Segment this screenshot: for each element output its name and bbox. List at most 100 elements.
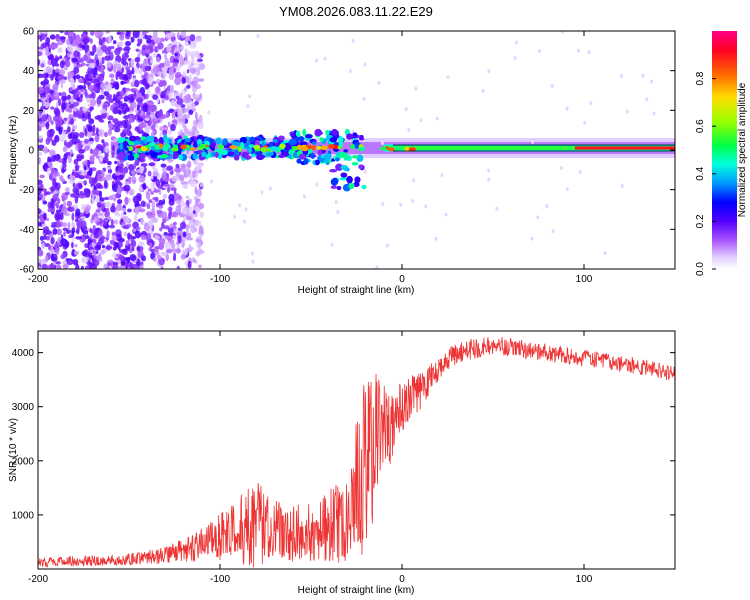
spectrogram-noise-blob — [89, 98, 97, 107]
spectrogram-noise-blob — [113, 69, 117, 74]
spectrogram-noise-blob — [64, 191, 71, 196]
spectrogram-faint-blob — [577, 48, 581, 53]
spectrogram-noise-blob — [58, 69, 66, 76]
spectrogram-ytick-label: 20 — [23, 106, 35, 117]
spectrogram-noise-blob — [183, 60, 191, 65]
spectrogram-noise-blob — [112, 118, 119, 124]
spectrogram-noise-blob — [123, 95, 129, 102]
spectrogram-faint-blob — [251, 259, 255, 264]
spectrogram-noise-blob — [69, 96, 75, 105]
spectrogram-noise-blob — [154, 235, 160, 241]
spectrogram-noise-blob — [104, 201, 112, 208]
spectrogram-noise-blob — [134, 159, 140, 167]
spectrogram-noise-blob — [186, 237, 194, 241]
spectrogram-noise-blob — [180, 254, 186, 260]
spectrogram-noise-blob — [160, 211, 168, 219]
spectrogram-noise-blob — [152, 53, 157, 58]
spectrogram-faint-blob — [565, 106, 569, 111]
spectrogram-noise-blob — [195, 198, 201, 203]
spectrogram-noise-blob — [153, 257, 157, 262]
spectrogram-noise-blob — [176, 31, 180, 41]
spectrogram-noise-blob — [155, 56, 161, 63]
spectrogram-noise-blob — [84, 206, 90, 215]
spectrogram-noise-blob — [73, 50, 80, 58]
spectrogram-noise-blob — [76, 97, 81, 102]
spectrogram-noise-blob — [82, 229, 88, 235]
spectrogram-noise-blob — [75, 74, 81, 80]
spectrogram-cluster-blob — [290, 132, 296, 137]
spectrogram-faint-blob — [531, 139, 535, 144]
spectrogram-noise-blob — [66, 45, 74, 52]
spectrogram-noise-blob — [128, 96, 135, 103]
spectrogram-noise-blob — [67, 94, 71, 100]
spectrogram-noise-blob — [49, 128, 55, 136]
spectrogram-cluster-blob — [298, 153, 307, 160]
spectrogram-noise-blob — [124, 181, 130, 186]
spectrogram-cluster-blob — [346, 133, 354, 140]
spectrogram-noise-blob — [50, 237, 55, 245]
spectrogram-noise-blob — [71, 124, 78, 131]
spectrogram-faint-blob — [650, 79, 654, 84]
spectrogram-cluster-blob — [144, 151, 150, 156]
spectrogram-noise-blob — [113, 219, 119, 225]
spectrogram-noise-blob — [60, 81, 64, 89]
spectrogram-noise-blob — [144, 93, 149, 100]
spectrogram-noise-blob — [79, 106, 83, 112]
spectrogram-noise-blob — [115, 63, 122, 71]
spectrogram-noise-blob — [124, 87, 131, 92]
spectrogram-noise-blob — [93, 250, 97, 260]
spectrogram-noise-blob — [158, 187, 162, 196]
spectrogram-cluster-blob — [261, 141, 266, 147]
colorbar-gradient — [712, 31, 737, 269]
spectrogram-noise-blob — [129, 176, 137, 181]
spectrogram-noise-blob — [102, 142, 106, 150]
spectrogram-noise-blob — [125, 240, 129, 246]
spectrogram-cluster-blob — [351, 161, 359, 166]
spectrogram-noise-blob — [77, 78, 84, 83]
spectrogram-noise-blob — [106, 233, 110, 239]
spectrogram-cluster-blob — [119, 142, 124, 150]
spectrogram-noise-blob — [126, 69, 133, 76]
spectrogram-noise-blob — [132, 195, 140, 204]
spectrogram-noise-blob — [140, 200, 146, 208]
spectrogram-noise-blob — [103, 131, 108, 138]
spectrogram-noise-blob — [139, 189, 142, 193]
spectrogram-noise-blob — [61, 167, 65, 174]
spectrogram-faint-blob — [381, 202, 385, 207]
spectrogram-noise-blob — [99, 154, 104, 163]
spectrogram-noise-blob — [42, 225, 50, 234]
spectrogram-noise-blob — [190, 59, 196, 63]
spectrogram-noise-blob — [131, 263, 139, 269]
spectrogram-noise-blob — [108, 98, 115, 104]
spectrogram-cluster-blob — [336, 185, 342, 191]
spectrogram-noise-blob — [151, 39, 155, 45]
spectrogram-noise-blob — [86, 261, 91, 265]
spectrogram-noise-blob — [172, 40, 178, 46]
spectrogram-noise-blob — [69, 117, 75, 125]
spectrogram-cluster-blob — [124, 147, 129, 151]
spectrogram-cluster-blob — [150, 150, 159, 159]
spectrogram-noise-blob — [149, 242, 153, 247]
spectrogram-bright-spot — [379, 146, 388, 151]
spectrogram-noise-blob — [114, 105, 119, 114]
spectrogram-faint-blob — [513, 56, 517, 61]
spectrogram-noise-blob — [103, 181, 109, 189]
spectrogram-noise-blob — [123, 184, 131, 192]
spectrogram-faint-blob — [377, 80, 381, 85]
spectrogram-cluster-blob — [335, 157, 340, 162]
spectrogram-bright-spot — [311, 145, 316, 151]
spectrogram-noise-blob — [142, 104, 149, 113]
spectrogram-noise-blob — [131, 67, 135, 75]
spectrogram-noise-blob — [41, 73, 47, 79]
spectrogram-noise-blob — [72, 182, 76, 188]
spectrogram-noise-blob — [68, 234, 74, 239]
spectrogram-noise-blob — [161, 50, 166, 54]
snr-ytick-label: 2000 — [12, 456, 35, 467]
spectrogram-noise-blob — [198, 264, 202, 269]
spectrogram-noise-blob — [148, 162, 156, 167]
spectrogram-noise-blob — [180, 31, 187, 39]
spectrogram-noise-blob — [112, 138, 117, 143]
spectrogram-noise-blob — [108, 172, 112, 179]
spectrogram-faint-blob — [641, 73, 645, 78]
spectrogram-noise-blob — [123, 114, 130, 120]
